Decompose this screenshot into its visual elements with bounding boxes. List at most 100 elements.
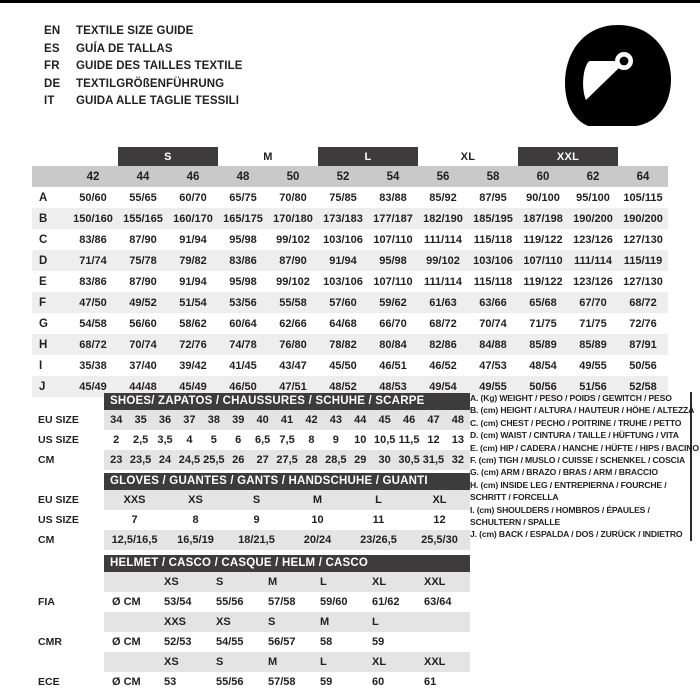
shoes-cell-us-size-2: 3,5 (157, 434, 173, 446)
cell-g-58: 70/74 (479, 317, 507, 330)
gloves-row-eu-size: XXS XS S M L XL (104, 490, 470, 510)
cell-d-58: 103/106 (473, 254, 513, 267)
cell-c-42: 83/86 (79, 233, 107, 246)
gloves-cell-eu-size-0: XXS (123, 494, 146, 506)
helmet-unit-ece: Ø CM (112, 676, 141, 688)
measurement-row-label-d: D (39, 254, 48, 267)
shoes-cell-us-size-11: 10,5 (373, 434, 396, 446)
shoes-cell-us-size-14: 13 (451, 434, 465, 446)
cell-h-46: 72/76 (179, 338, 207, 351)
cell-e-52: 103/106 (323, 275, 363, 288)
cell-d-50: 87/90 (279, 254, 307, 267)
helmet-value-fia-0: 53/54 (164, 596, 192, 608)
helmet-table-header: HELMET / CASCO / CASQUE / HELM / CASCO (104, 555, 470, 572)
helmet-size-row-ece: XS S M L XL XXL (104, 652, 470, 672)
cell-b-62: 190/200 (573, 212, 613, 225)
cell-e-64: 127/130 (623, 275, 663, 288)
cell-i-48: 41/45 (229, 359, 257, 372)
shoes-label-eu-row: EU SIZE (32, 410, 104, 430)
racing-helmet-icon (558, 21, 678, 131)
cell-j-56: 49/54 (429, 380, 457, 393)
cell-g-46: 58/62 (179, 317, 207, 330)
helmet-value-ece-5: 61 (424, 676, 437, 688)
cell-h-58: 84/88 (479, 338, 507, 351)
cell-c-52: 103/106 (323, 233, 363, 246)
title-text-it: GUIDA ALLE TAGLIE TESSILI (76, 95, 240, 107)
helmet-value-cmr-2: 56/57 (268, 636, 296, 648)
shoes-cell-eu-size-5: 39 (232, 414, 245, 426)
gloves-label-cm: CM (38, 534, 55, 546)
letter-band-xxl: XXL (518, 147, 618, 166)
cell-c-58: 115/118 (473, 233, 513, 246)
gloves-row-labels: EU SIZE US SIZE CM (32, 490, 104, 550)
cell-i-56: 46/52 (429, 359, 457, 372)
helmet-standard-labels: FIA CMR ECE (32, 572, 104, 692)
helmet-value-row-ece: Ø CM 53 55/56 57/58 59 60 61 (104, 672, 470, 692)
cell-b-46: 160/170 (173, 212, 213, 225)
legend-line-4: E. (cm) HIP / CADERA / HANCHE / HÜFTE / … (470, 442, 699, 453)
measurement-row-label-i: I (39, 359, 43, 372)
shoes-cell-eu-size-13: 47 (427, 414, 440, 426)
cell-a-54: 83/88 (379, 191, 407, 204)
measurement-row-label-j: J (39, 380, 46, 393)
numeric-size-58: 58 (486, 170, 500, 183)
cell-g-52: 64/68 (329, 317, 357, 330)
numeric-size-44: 44 (136, 170, 150, 183)
numeric-size-56: 56 (436, 170, 450, 183)
cell-j-64: 52/58 (629, 380, 657, 393)
gloves-cell-eu-size-2: S (252, 494, 261, 506)
measurement-row-label-g: G (39, 317, 48, 330)
cell-i-46: 39/42 (179, 359, 207, 372)
helmet-size-ece-3: L (320, 656, 327, 668)
shoes-cell-eu-size-7: 41 (280, 414, 294, 426)
shoes-table-header: SHOES/ ZAPATOS / CHAUSSURES / SCHUHE / S… (104, 393, 470, 410)
cell-e-58: 115/118 (473, 275, 513, 288)
shoes-table: SHOES/ ZAPATOS / CHAUSSURES / SCHUHE / S… (104, 393, 470, 470)
cell-g-62: 71/75 (579, 317, 607, 330)
helmet-table-body: XS S M L XL XXL Ø CM 53/54 55/56 57/58 59/60 61/62 6… (104, 572, 470, 692)
measurement-rows: A 50/60 55/65 60/70 65/75 70/80 75/85 83/88 85/9… (32, 187, 668, 397)
cell-e-60: 119/122 (523, 275, 563, 288)
shoes-row-cm: 23 23,5 24 24,5 25,5 26 27 27,5 28 28,5 29 30 30,5 31… (104, 450, 470, 470)
cell-d-42: 71/74 (79, 254, 107, 267)
cell-f-60: 65/68 (529, 296, 557, 309)
cell-f-48: 53/56 (229, 296, 257, 309)
helmet-size-fia-1: S (216, 576, 224, 588)
cell-b-50: 170/180 (273, 212, 313, 225)
shoes-row-eu-size: 34 35 36 37 38 39 40 41 42 43 44 45 46 47 48 (104, 410, 470, 430)
cell-h-48: 74/78 (229, 338, 257, 351)
numeric-size-54: 54 (386, 170, 400, 183)
measurement-legend: A. (Kg) WEIGHT / PESO / POIDS / GEWITCH … (470, 392, 699, 541)
numeric-size-row: 42 44 46 48 50 52 54 56 58 60 62 64 (32, 166, 668, 187)
gloves-cell-us-size-5: 12 (433, 514, 446, 526)
shoes-cell-cm-5: 26 (232, 454, 245, 466)
helmet-label-spacer-cmr (32, 612, 104, 632)
shoes-cell-cm-9: 28,5 (325, 454, 347, 466)
helmet-value-fia-4: 61/62 (372, 596, 400, 608)
helmet-size-cmr-5 (420, 612, 472, 632)
numeric-size-42: 42 (86, 170, 100, 183)
cell-g-56: 68/72 (429, 317, 457, 330)
cell-e-62: 123/126 (573, 275, 613, 288)
helmet-label-spacer-fia (32, 572, 104, 592)
helmet-standard-ece: ECE (38, 676, 60, 688)
cell-d-48: 83/86 (229, 254, 257, 267)
shoes-cell-cm-3: 24,5 (178, 454, 201, 466)
letter-band-blank-left (68, 147, 118, 166)
measurement-row-label-a: A (39, 191, 48, 204)
title-row-en: EN TEXTILE SIZE GUIDE (44, 25, 243, 43)
measurement-row-g: G 54/58 56/60 58/62 60/64 62/66 64/68 66/70 68/7… (32, 313, 668, 334)
cell-h-62: 85/89 (579, 338, 607, 351)
gloves-row-cm: 12,5/16,5 16,5/19 18/21,5 20/24 23/26,5 25,5/… (104, 530, 470, 550)
cell-b-56: 182/190 (423, 212, 463, 225)
letter-band-xl: XL (460, 150, 476, 163)
cell-j-58: 49/55 (479, 380, 507, 393)
cell-g-64: 72/76 (629, 317, 657, 330)
helmet-size-fia-4: XL (372, 576, 387, 588)
measurement-row-label-f: F (39, 296, 47, 309)
cell-a-62: 95/100 (576, 191, 610, 204)
title-row-fr: FR GUIDE DES TAILLES TEXTILE (44, 60, 243, 78)
helmet-size-fia-5: XXL (424, 576, 446, 588)
shoes-cell-cm-13: 31,5 (422, 454, 445, 466)
